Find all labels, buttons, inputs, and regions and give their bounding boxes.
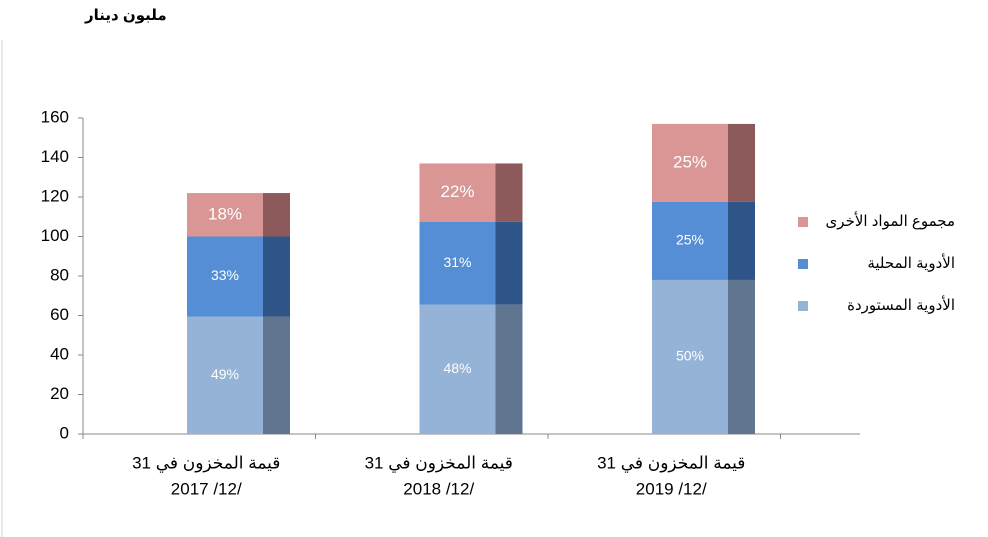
y-axis-title: ملبون دينار bbox=[84, 7, 167, 24]
legend-label: الأدوية المستوردة bbox=[847, 295, 955, 314]
bar-side bbox=[263, 193, 290, 237]
data-label: 22% bbox=[440, 182, 474, 201]
bar-segment bbox=[187, 316, 263, 434]
data-label: 50% bbox=[676, 348, 704, 364]
data-label: 49% bbox=[211, 366, 239, 382]
bar-segment bbox=[652, 123, 728, 202]
bar-segment bbox=[187, 236, 263, 317]
legend-label: الأدوية المحلية bbox=[867, 253, 955, 272]
bar-side bbox=[495, 304, 523, 434]
y-tick-label: 60 bbox=[50, 305, 69, 324]
data-label: 33% bbox=[211, 267, 239, 283]
x-tick-label: 2017 /12/ bbox=[171, 479, 242, 498]
legend-label: مجموع المواد الأخرى bbox=[826, 211, 955, 230]
data-label: 25% bbox=[673, 152, 707, 171]
bar-side bbox=[263, 236, 290, 317]
bar-segment bbox=[419, 163, 496, 222]
x-tick-label: قيمة المخزون في 31 bbox=[597, 453, 745, 473]
bar-side bbox=[263, 316, 290, 434]
y-tick-label: 20 bbox=[50, 384, 69, 403]
y-tick-label: 0 bbox=[60, 423, 69, 442]
y-tick-label: 140 bbox=[41, 147, 69, 166]
y-tick-label: 80 bbox=[50, 265, 69, 284]
x-tick-label: قيمة المخزون في 31 bbox=[132, 453, 280, 473]
bar-segment bbox=[652, 201, 728, 280]
bar-side bbox=[728, 201, 755, 280]
x-tick-label: قيمة المخزون في 31 bbox=[365, 453, 513, 473]
y-tick-label: 160 bbox=[41, 107, 69, 126]
data-label: 48% bbox=[443, 360, 471, 376]
x-tick-label: 2019 /12/ bbox=[636, 479, 707, 498]
y-tick-label: 40 bbox=[50, 344, 69, 363]
bar-side bbox=[495, 163, 523, 222]
bar-side bbox=[728, 123, 755, 202]
x-tick-label: 2018 /12/ bbox=[403, 479, 474, 498]
legend-swatch bbox=[798, 301, 808, 311]
bar-side bbox=[728, 279, 755, 434]
data-label: 18% bbox=[208, 204, 242, 223]
bar-side bbox=[495, 221, 523, 305]
bar-segment bbox=[419, 304, 496, 434]
data-label: 25% bbox=[676, 232, 704, 248]
y-tick-label: 100 bbox=[41, 226, 69, 245]
bar-segment bbox=[652, 279, 728, 434]
bar-segment bbox=[187, 193, 263, 237]
legend-swatch bbox=[798, 217, 808, 227]
data-label: 31% bbox=[443, 254, 471, 270]
legend-swatch bbox=[798, 259, 808, 269]
bar-segment bbox=[419, 221, 496, 305]
y-tick-label: 120 bbox=[41, 186, 69, 205]
